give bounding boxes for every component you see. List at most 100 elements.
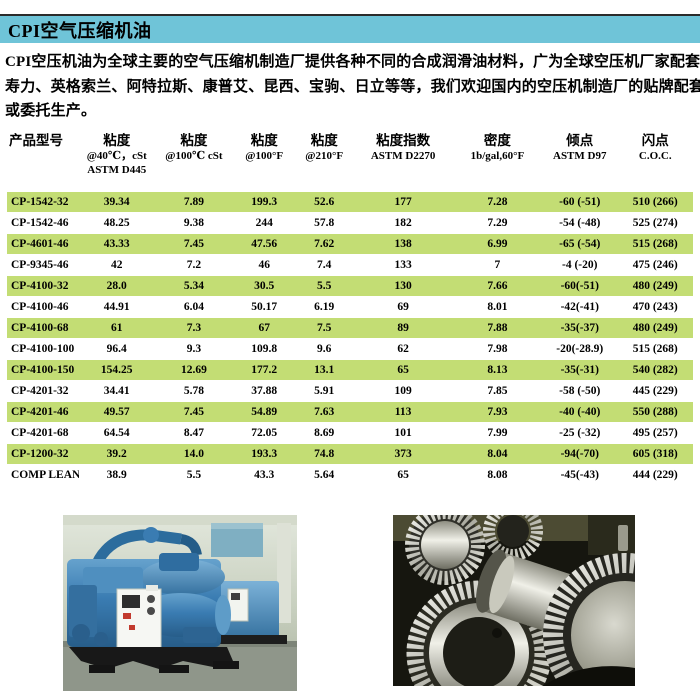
value-cell: 8.13: [452, 359, 543, 380]
spec-table-body: CP-1542-32 39.34 7.89 199.3 52.6 177 7.28 -60 (…: [7, 191, 693, 485]
value-cell: 5.78: [183, 384, 204, 397]
value-cell: 480 (249): [617, 317, 693, 338]
value-cell: -94(-70): [542, 443, 618, 464]
value-cell: 540 (282): [617, 359, 693, 380]
column-header: 粘度 @100℃ cSt: [165, 132, 223, 162]
value-cell: 42: [110, 258, 123, 271]
value-cell: 550 (288): [617, 401, 693, 422]
intro-line-2: 寿力、英格索兰、阿特拉斯、康普艾、昆西、宝驹、日立等等，我们欢迎国内的空压机制造…: [5, 78, 700, 95]
value-cell: 444 (229): [632, 468, 678, 481]
table-row: CP-4100-150 154.25 12.69 177.2 13.1 65 8.13 -35…: [7, 359, 693, 380]
table-row: CP-4201-46 49.57 7.45 54.89 7.63 113 7.93 -40 (…: [7, 401, 693, 422]
value-cell: 130: [353, 275, 453, 296]
value-cell: 38.9: [106, 468, 127, 481]
value-cell: 445 (229): [632, 384, 678, 397]
value-cell: 154.25: [79, 359, 155, 380]
value-cell: 193.3: [233, 443, 296, 464]
value-cell: 7.5: [295, 317, 354, 338]
value-cell: 7.4: [317, 258, 332, 271]
value-cell: 12.69: [154, 359, 234, 380]
product-model-cell: CP-1542-46: [11, 216, 69, 229]
value-cell: -42(-41): [560, 300, 599, 313]
product-model-cell: CP-4201-32: [11, 384, 69, 397]
table-row: CP-1542-32 39.34 7.89 199.3 52.6 177 7.28 -60 (…: [7, 191, 693, 212]
value-cell: 14.0: [154, 443, 234, 464]
value-cell: -60(-51): [542, 275, 618, 296]
value-cell: 28.0: [79, 275, 155, 296]
product-model-cell: CP-4201-46: [7, 401, 80, 422]
column-header: 产品型号: [9, 132, 63, 148]
value-cell: 34.41: [103, 384, 130, 397]
value-cell: 475 (246): [632, 258, 678, 271]
product-model-cell: CP-4100-46: [11, 300, 69, 313]
top-rule: [0, 14, 700, 16]
value-cell: 64.54: [103, 426, 130, 439]
product-model-cell: CP-1542-32: [7, 191, 80, 212]
value-cell: 46: [258, 258, 270, 271]
value-cell: 72.05: [251, 426, 278, 439]
column-header: 粘度 @100°F: [245, 132, 284, 162]
value-cell: -58 (-50): [559, 384, 601, 397]
value-cell: 8.47: [183, 426, 204, 439]
value-cell: 7: [494, 258, 501, 271]
value-cell: 7.88: [452, 317, 543, 338]
value-cell: 7.2: [186, 258, 202, 271]
value-cell: -65 (-54): [542, 233, 618, 254]
value-cell: 39.34: [79, 191, 155, 212]
value-cell: 182: [394, 216, 412, 229]
value-cell: 9.3: [186, 342, 202, 355]
value-cell: 7.3: [154, 317, 234, 338]
value-cell: 39.2: [79, 443, 155, 464]
value-cell: 8.04: [452, 443, 543, 464]
value-cell: -20(-28.9): [556, 342, 604, 355]
value-cell: -60 (-51): [542, 191, 618, 212]
compressor-photo: [63, 515, 297, 691]
value-cell: 7.98: [487, 342, 508, 355]
value-cell: 43.3: [254, 468, 275, 481]
intro-line-3: 或委托生产。: [5, 103, 97, 119]
value-cell: -35(-37): [542, 317, 618, 338]
value-cell: 515 (268): [632, 342, 678, 355]
value-cell: 74.8: [295, 443, 354, 464]
value-cell: 7.63: [295, 401, 354, 422]
value-cell: 177: [353, 191, 453, 212]
value-cell: 65: [353, 359, 453, 380]
value-cell: 50.17: [251, 300, 278, 313]
page-title: CPI空气压缩机油: [8, 20, 152, 41]
value-cell: 109.8: [251, 342, 278, 355]
value-cell: 495 (257): [632, 426, 678, 439]
value-cell: -45(-43): [560, 468, 599, 481]
value-cell: 510 (266): [617, 191, 693, 212]
column-header: 粘度 @40℃，cSt ASTM D445: [86, 132, 147, 176]
value-cell: 5.64: [314, 468, 335, 481]
value-cell: 65: [397, 468, 409, 481]
value-cell: 7.45: [154, 401, 234, 422]
spec-table-head: 产品型号 粘度 @40℃，cSt ASTM D445 粘度 @100℃ cSt 粘度 @100…: [7, 132, 693, 191]
value-cell: 67: [233, 317, 296, 338]
value-cell: 96.4: [106, 342, 127, 355]
column-header: 倾点 ASTM D97: [553, 132, 607, 162]
value-cell: -35(-31): [542, 359, 618, 380]
column-header: 粘度指数 ASTM D2270: [370, 132, 436, 162]
value-cell: 199.3: [233, 191, 296, 212]
value-cell: -4 (-20): [562, 258, 598, 271]
table-row: COMP LEANII 38.9 5.5 43.3 5.64 65 8.08 -45(-43)…: [7, 465, 693, 485]
value-cell: 605 (318): [617, 443, 693, 464]
value-cell: 62: [397, 342, 409, 355]
value-cell: 52.6: [295, 191, 354, 212]
value-cell: 8.08: [487, 468, 508, 481]
value-cell: 30.5: [233, 275, 296, 296]
gears-photo: [393, 515, 635, 686]
table-row: CP-4100-68 61 7.3 67 7.5 89 7.88 -35(-37) 480 (2…: [7, 317, 693, 338]
product-model-cell: CP-4201-68: [11, 426, 69, 439]
value-cell: 244: [255, 216, 273, 229]
value-cell: 113: [353, 401, 453, 422]
value-cell: 47.56: [233, 233, 296, 254]
value-cell: 525 (274): [632, 216, 678, 229]
value-cell: 515 (268): [617, 233, 693, 254]
value-cell: 49.57: [79, 401, 155, 422]
product-model-cell: CP-4100-32: [7, 275, 80, 296]
value-cell: 9.6: [317, 342, 332, 355]
value-cell: 57.8: [314, 216, 335, 229]
value-cell: 373: [353, 443, 453, 464]
